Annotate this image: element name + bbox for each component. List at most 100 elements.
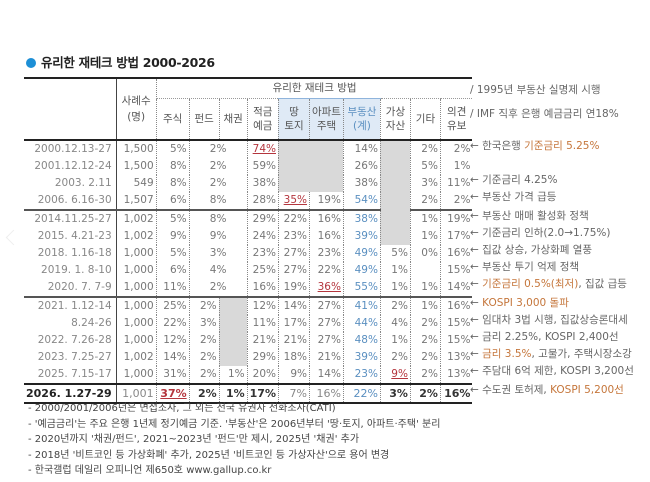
cell-land: 18% [277, 349, 310, 366]
cell-apartment: 16% [308, 209, 344, 228]
footnote: - '예금금리'는 주요 은행 1년제 정기예금 기준. '부동산'은 2006… [28, 418, 441, 430]
row-date: 8.24-26 [71, 317, 112, 329]
cell-undecided: 15% [439, 262, 473, 279]
table-row: 2023. 7.25-27 1,002 14% 2% 29% 18% 21% 3… [24, 349, 473, 366]
cell-land: 21% [277, 332, 310, 349]
row-count: 1,000 [115, 296, 157, 315]
cell-stock: 11% [155, 279, 190, 297]
cell-fund-bond: 3% [188, 245, 248, 262]
cell-realestate: 41% [342, 296, 381, 315]
cell-land: 17% [277, 315, 310, 332]
cell-apartment: 16% [308, 383, 344, 404]
table-row: 2003. 2.11 549 8% 2% 38% 38% 3% 11% [24, 175, 473, 192]
row-date: 2026. 1.27-29 [24, 383, 117, 404]
cell-undecided: 15% [439, 332, 473, 349]
cell-other: 5% [409, 158, 441, 175]
header-count: 사례수 (명) [115, 77, 157, 141]
col-realestate-total: 부동산 (계) [342, 98, 381, 141]
row-note: ← 집값 상승, 가상화폐 열풍 [470, 244, 593, 256]
cell-undecided: 17% [439, 228, 473, 245]
cell-crypto: 4% [379, 315, 411, 332]
row-date: 2020. 7. 7-9 [47, 281, 112, 293]
cell-land: 22% [277, 209, 310, 228]
cell-other: 1% [409, 209, 441, 228]
cell-deposit: 12% [246, 296, 279, 315]
cell-apartment: 19% [308, 192, 344, 210]
cell-realestate: 55% [342, 279, 381, 297]
row-date: 2022. 7.26-28 [37, 334, 112, 346]
cell-stock-highlight: 37% [160, 387, 187, 400]
cell-fund-bond: 2% [188, 140, 248, 158]
header-blank [24, 77, 117, 141]
carousel-prev-arrow-icon[interactable] [5, 229, 22, 246]
cell-undecided: 15% [439, 315, 473, 332]
cell-deposit: 23% [246, 245, 279, 262]
cell-realestate: 14% [342, 140, 381, 158]
cell-undecided: 13% [439, 349, 473, 366]
row-date: 2006. 6.16-30 [37, 194, 112, 206]
cell-apartment: 27% [308, 332, 344, 349]
cell-stock: 8% [155, 158, 190, 175]
cell-undecided: 11% [439, 175, 473, 192]
cell-fund-bond: 9% [188, 228, 248, 245]
survey-table: 사례수 (명) 유리한 재테크 방법 주식 펀드 채권 적금 예금 땅 토지 아파트 주… [24, 77, 473, 404]
cell-apartment: 21% [308, 349, 344, 366]
cell-stock: 6% [155, 192, 190, 210]
cell-deposit: 24% [246, 228, 279, 245]
cell-realestate: 49% [342, 245, 381, 262]
cell-realestate: 38% [342, 175, 381, 192]
row-note: ← 부동산 매매 활성화 정책 [470, 210, 589, 222]
cell-crypto: 5% [379, 245, 411, 262]
header-note-2: / IMF 직후 은행 예금금리 연18% [470, 108, 619, 120]
row-note: ← 수도권 토허제, KOSPI 5,200선 [470, 384, 624, 396]
table-row: 2014.11.25-27 1,002 5% 8% 29% 22% 16% 38… [24, 209, 473, 228]
title-text: 유리한 재테크 방법 2000-2026 [41, 55, 215, 70]
cell-na-land-apt [277, 140, 344, 192]
row-count: 1,000 [115, 315, 157, 332]
row-note: ← 기준금리 인하(2.0→1.75%) [470, 227, 611, 239]
cell-other: 2% [409, 349, 441, 366]
row-count: 1,002 [115, 209, 157, 228]
row-note: ← 한국은행 기준금리 5.25% [470, 140, 600, 152]
cell-deposit-highlight: 74% [252, 143, 276, 155]
cell-deposit: 25% [246, 262, 279, 279]
cell-fund-bond: 2% [188, 175, 248, 192]
cell-apartment: 22% [308, 262, 344, 279]
cell-other [409, 262, 441, 279]
table-row: 2019. 1. 8-10 1,000 6% 4% 25% 27% 22% 49… [24, 262, 473, 279]
cell-other: 2% [409, 192, 441, 210]
cell-fund: 3% [188, 315, 220, 332]
cell-realestate: 39% [342, 349, 381, 366]
cell-other: 3% [409, 175, 441, 192]
cell-na-crypto [379, 140, 411, 245]
row-count: 1,000 [115, 262, 157, 279]
cell-stock: 6% [155, 262, 190, 279]
col-crypto: 가상 자산 [379, 98, 411, 141]
footnote: - 2020년까지 '채권/펀드', 2021~2023년 '펀드'만 제시, … [28, 434, 360, 445]
cell-deposit: 59% [246, 158, 279, 175]
cell-fund-bond: 2% [188, 158, 248, 175]
row-count: 1,500 [115, 158, 157, 175]
cell-apartment: 23% [308, 245, 344, 262]
cell-other: 0% [409, 245, 441, 262]
row-date: 2015. 4.21-23 [37, 230, 112, 242]
cell-undecided: 1% [439, 158, 473, 175]
row-count: 1,507 [115, 192, 157, 210]
cell-fund-bond: 8% [188, 192, 248, 210]
table-row: 2021. 1.12-14 1,000 25% 2% 12% 14% 27% 4… [24, 296, 473, 366]
cell-crypto: 1% [379, 332, 411, 349]
table-row: 2022. 7.26-28 1,000 12% 2% 21% 21% 27% 4… [24, 332, 473, 349]
footnote-source: - 한국갤럽 데일리 오피니언 제650호 www.gallup.co.kr [28, 465, 272, 476]
row-count: 1,000 [115, 332, 157, 349]
cell-land: 23% [277, 228, 310, 245]
cell-apartment-highlight: 36% [317, 281, 341, 293]
row-note: ← 주담대 6억 제한, KOSPI 3,200선 [470, 365, 634, 377]
col-bond: 채권 [218, 98, 248, 141]
cell-stock: 31% [155, 366, 190, 384]
cell-undecided: 13% [439, 366, 473, 384]
cell-other: 2% [409, 332, 441, 349]
cell-deposit: 21% [246, 332, 279, 349]
cell-deposit: 28% [246, 192, 279, 210]
cell-fund-bond: 2% [188, 279, 248, 297]
row-note: ← 금리 3.5%, 고물가, 주택시장소강 [470, 348, 632, 360]
